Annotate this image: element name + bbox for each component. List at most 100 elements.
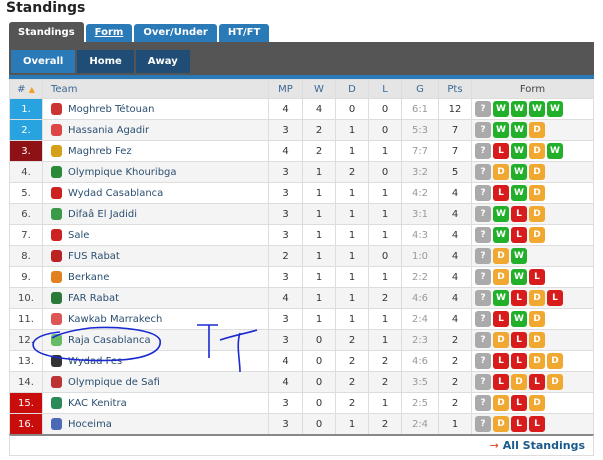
form-badge[interactable]: ? [475,332,491,348]
form-badge[interactable]: W [493,290,509,306]
form-badge[interactable]: ? [475,395,491,411]
form-badge[interactable]: D [493,164,509,180]
form-badge[interactable]: L [511,395,527,411]
team-cell[interactable]: Wydad Casablanca [42,182,269,204]
form-badge[interactable]: L [511,353,527,369]
table-row[interactable]: 11. Kawkab Marrakech 3 1 1 1 2:4 4? L W D [9,308,594,330]
form-badge[interactable]: D [529,290,545,306]
col-mp[interactable]: MP [268,79,303,99]
form-badge[interactable]: D [493,332,509,348]
form-badge[interactable]: L [493,143,509,159]
col-team[interactable]: Team [42,79,269,99]
form-badge[interactable]: W [511,122,527,138]
col-w[interactable]: W [302,79,336,99]
table-row[interactable]: 13. Wydad Fes 4 0 2 2 4:6 2? L L D D [9,350,594,372]
form-badge[interactable]: ? [475,290,491,306]
form-badge[interactable]: L [547,290,563,306]
team-name[interactable]: Berkane [68,272,110,283]
form-badge[interactable]: W [511,143,527,159]
team-name[interactable]: Wydad Fes [68,356,123,367]
form-badge[interactable]: W [511,164,527,180]
team-cell[interactable]: FAR Rabat [42,287,269,309]
team-cell[interactable]: Kawkab Marrakech [42,308,269,330]
form-badge[interactable]: ? [475,185,491,201]
form-badge[interactable]: W [529,101,545,117]
form-badge[interactable]: D [547,353,563,369]
team-cell[interactable]: Hassania Agadir [42,119,269,141]
table-row[interactable]: 1. Moghreb Tétouan 4 4 0 0 6:1 12? W W W W [9,98,594,120]
form-badge[interactable]: L [529,269,545,285]
form-badge[interactable]: ? [475,416,491,432]
team-cell[interactable]: Raja Casablanca [42,329,269,351]
team-name[interactable]: KAC Kenitra [68,398,127,409]
form-badge[interactable]: W [511,311,527,327]
form-badge[interactable]: ? [475,374,491,390]
table-row[interactable]: 2. Hassania Agadir 3 2 1 0 5:3 7? W W D [9,119,594,141]
team-name[interactable]: Sale [68,230,90,241]
col-d[interactable]: D [335,79,369,99]
tab-ht-ft[interactable]: HT/FT [218,24,270,42]
table-row[interactable]: 12. Raja Casablanca 3 0 2 1 2:3 2? D L D [9,329,594,351]
form-badge[interactable]: W [547,143,563,159]
form-badge[interactable]: W [511,269,527,285]
table-row[interactable]: 8. FUS Rabat 2 1 1 0 1:0 4? D W [9,245,594,267]
form-badge[interactable]: D [511,374,527,390]
table-row[interactable]: 16. Hoceima 3 0 1 2 2:4 1? D L L [9,413,594,435]
form-badge[interactable]: W [511,248,527,264]
form-badge[interactable]: ? [475,227,491,243]
form-badge[interactable]: ? [475,311,491,327]
team-name[interactable]: Hoceima [68,419,112,430]
table-row[interactable]: 4. Olympique Khouribga 3 1 2 0 3:2 5? D W D [9,161,594,183]
tab-over-under[interactable]: Over/Under [134,24,217,42]
col-pts[interactable]: Pts [438,79,472,99]
team-cell[interactable]: Wydad Fes [42,350,269,372]
team-name[interactable]: FAR Rabat [68,293,120,304]
team-name[interactable]: Raja Casablanca [68,335,151,346]
form-badge[interactable]: L [493,185,509,201]
tab-form[interactable]: Form [85,24,133,42]
team-name[interactable]: FUS Rabat [68,251,120,262]
form-badge[interactable]: D [493,269,509,285]
form-badge[interactable]: L [511,206,527,222]
team-name[interactable]: Maghreb Fez [68,146,132,157]
form-badge[interactable]: D [493,395,509,411]
team-cell[interactable]: Sale [42,224,269,246]
form-badge[interactable]: D [529,143,545,159]
team-cell[interactable]: Olympique Khouribga [42,161,269,183]
form-badge[interactable]: ? [475,143,491,159]
table-row[interactable]: 6. Difaâ El Jadidi 3 1 1 1 3:1 4? W L D [9,203,594,225]
col-rank[interactable]: # ▲ [9,79,43,99]
all-standings-link[interactable]: All Standings [502,439,585,452]
team-name[interactable]: Kawkab Marrakech [68,314,163,325]
form-badge[interactable]: L [511,227,527,243]
team-cell[interactable]: Berkane [42,266,269,288]
subtab-away[interactable]: Away [135,50,190,73]
form-badge[interactable]: D [493,416,509,432]
form-badge[interactable]: ? [475,164,491,180]
table-row[interactable]: 5. Wydad Casablanca 3 1 1 1 4:2 4? L W D [9,182,594,204]
form-badge[interactable]: D [529,311,545,327]
team-cell[interactable]: Difaâ El Jadidi [42,203,269,225]
team-cell[interactable]: Olympique de Safi [42,371,269,393]
form-badge[interactable]: ? [475,353,491,369]
form-badge[interactable]: W [547,101,563,117]
form-badge[interactable]: W [493,206,509,222]
form-badge[interactable]: D [529,395,545,411]
team-cell[interactable]: FUS Rabat [42,245,269,267]
team-name[interactable]: Olympique de Safi [68,377,160,388]
team-cell[interactable]: Moghreb Tétouan [42,98,269,120]
form-badge[interactable]: D [493,248,509,264]
form-badge[interactable]: D [529,206,545,222]
team-name[interactable]: Hassania Agadir [68,125,150,136]
table-row[interactable]: 15. KAC Kenitra 3 0 2 1 2:5 2? D L D [9,392,594,414]
form-badge[interactable]: ? [475,248,491,264]
form-badge[interactable]: D [529,332,545,348]
col-l[interactable]: L [368,79,402,99]
form-badge[interactable]: L [511,290,527,306]
form-badge[interactable]: L [529,374,545,390]
form-badge[interactable]: L [529,416,545,432]
table-row[interactable]: 7. Sale 3 1 1 1 4:3 4? W L D [9,224,594,246]
team-name[interactable]: Moghreb Tétouan [68,104,155,115]
form-badge[interactable]: D [529,164,545,180]
form-badge[interactable]: ? [475,206,491,222]
